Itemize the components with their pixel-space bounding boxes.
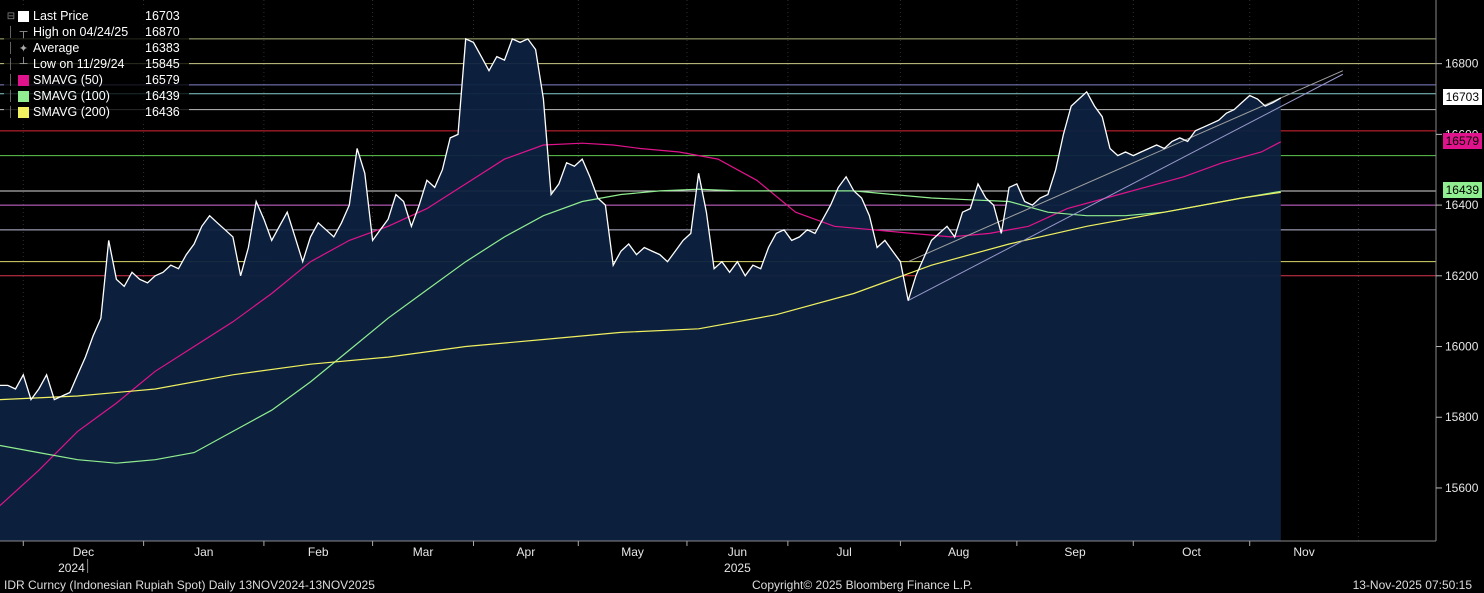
legend-row: │ ✦ Average 16383 [6, 40, 185, 56]
x-tick-label: Mar [413, 545, 434, 559]
x-tick-label: Oct [1182, 545, 1201, 559]
price-area [0, 38, 1281, 542]
legend-row: ⊟ Last Price 16703 [6, 8, 185, 24]
axis-value-tag: 16579 [1442, 132, 1482, 149]
x-tick-label: May [621, 545, 644, 559]
legend-label: SMAVG (100) [33, 89, 110, 103]
footer-copyright: Copyright© 2025 Bloomberg Finance L.P. [752, 578, 973, 592]
legend-label: Average [33, 41, 80, 55]
legend-row: │ SMAVG (200) 16436 [6, 104, 185, 120]
legend-label: Last Price [33, 9, 89, 23]
legend-tree-icon: │ [7, 42, 15, 54]
x-tick-label: Jul [836, 545, 851, 559]
legend-value: 16579 [145, 73, 180, 87]
x-tick-label: Jan [194, 545, 213, 559]
legend-row: │ ┬ High on 04/24/25 16870 [6, 24, 185, 40]
legend-value: 16870 [145, 25, 180, 39]
x-axis: Dec 2024 Jan Feb Mar Apr May Jun 2025 Jul Aug Sep Oc… [0, 540, 1436, 575]
legend-swatch-icon [18, 74, 29, 86]
trend-lines [907, 70, 1344, 301]
legend-value: 16703 [145, 9, 180, 23]
sma-lines [0, 141, 1282, 507]
legend-swatch-icon [18, 106, 29, 118]
x-tick-label: Dec [73, 545, 94, 559]
y-tick-label: 15800 [1445, 410, 1479, 424]
series-smavg-200 [0, 191, 1281, 401]
legend-tree-icon: │ [7, 58, 15, 70]
legend-low-icon: ┴ [19, 58, 28, 70]
legend-swatch-icon [18, 90, 29, 102]
legend-row: │ SMAVG (100) 16439 [6, 88, 185, 104]
legend-swatch-icon [18, 10, 29, 22]
x-tick-label: Apr [517, 545, 536, 559]
price-line [0, 37, 1282, 402]
x-tick-label: Sep [1064, 545, 1086, 559]
legend-label: SMAVG (50) [33, 73, 103, 87]
legend-tree-icon: │ [7, 90, 15, 102]
x-year-label: 2025 [724, 561, 751, 575]
legend-value: 16439 [145, 89, 180, 103]
y-tick-label: 16200 [1445, 269, 1479, 283]
x-tick-label: Jun [728, 545, 747, 559]
legend-tree-icon: │ [7, 106, 15, 118]
legend-label: High on 04/24/25 [33, 25, 129, 39]
legend-tree-icon[interactable]: ⊟ [6, 10, 16, 22]
legend-value: 16383 [145, 41, 180, 55]
y-tick-label: 16800 [1445, 57, 1479, 71]
x-tick-label: Nov [1293, 545, 1314, 559]
series-smavg-100 [0, 188, 1281, 464]
series-last-price [0, 37, 1282, 402]
y-tick-label: 15600 [1445, 481, 1479, 495]
price-area-fill [0, 38, 1281, 542]
x-tick-label: Aug [948, 545, 969, 559]
legend-row: │ SMAVG (50) 16579 [6, 72, 185, 88]
legend-avg-icon: ✦ [18, 42, 29, 55]
y-axis: 15600158001600016200164001660016800 [1435, 0, 1479, 541]
footer-security-description: IDR Curncy (Indonesian Rupiah Spot) Dail… [4, 578, 375, 592]
legend-value: 16436 [145, 105, 180, 119]
y-tick-label: 16400 [1445, 198, 1479, 212]
trendline [907, 70, 1344, 263]
legend-label: SMAVG (200) [33, 105, 110, 119]
footer-timestamp: 13-Nov-2025 07:50:15 [1352, 578, 1472, 592]
legend-tree-icon: │ [7, 26, 15, 38]
legend-value: 15845 [145, 57, 180, 71]
x-year-label: 2024 [58, 561, 85, 575]
chart-legend: ⊟ Last Price 16703 │ ┬ High on 04/24/25 16870 │… [4, 6, 189, 122]
axis-value-tag: 16703 [1442, 88, 1482, 105]
y-tick-label: 16000 [1445, 340, 1479, 354]
series-smavg-50 [0, 141, 1282, 507]
legend-row: │ ┴ Low on 11/29/24 15845 [6, 56, 185, 72]
legend-tree-icon: │ [7, 74, 15, 86]
legend-high-icon: ┬ [19, 26, 28, 38]
legend-label: Low on 11/29/24 [33, 57, 125, 71]
axis-value-tag: 16439 [1442, 182, 1482, 199]
trendline [907, 73, 1344, 301]
x-tick-label: Feb [308, 545, 329, 559]
